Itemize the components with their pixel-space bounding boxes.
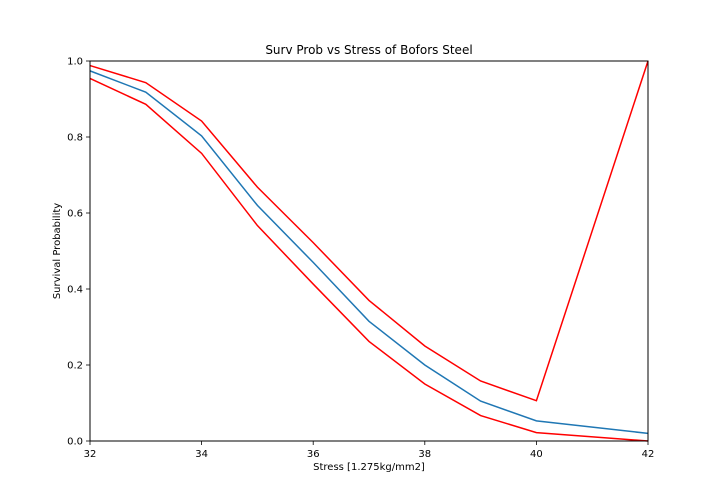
y-tick-label: 0.0 — [67, 437, 83, 448]
series-line-3 — [89, 77, 649, 442]
y-tick-label: 0.2 — [67, 361, 83, 372]
x-tick-label: 36 — [307, 449, 320, 460]
x-axis-label: Stress [1.275kg/mm2] — [313, 462, 425, 473]
y-axis-ticks: 0.0 0.2 0.4 0.6 0.8 1.0 — [67, 57, 90, 448]
series-line-2 — [89, 60, 649, 402]
y-axis-label: Survival Probability — [52, 203, 63, 299]
x-tick-label: 32 — [84, 449, 97, 460]
chart-title: Surv Prob vs Stress of Bofors Steel — [265, 43, 472, 57]
y-tick-label: 1.0 — [67, 57, 83, 68]
x-axis-ticks: 32 34 36 38 40 42 — [84, 441, 655, 460]
x-tick-label: 42 — [642, 449, 655, 460]
series-line-1 — [89, 70, 649, 435]
series-layer — [89, 60, 649, 442]
x-tick-label: 38 — [418, 449, 431, 460]
x-tick-label: 34 — [195, 449, 208, 460]
y-tick-label: 0.6 — [67, 209, 83, 220]
x-tick-label: 40 — [530, 449, 543, 460]
y-tick-label: 0.4 — [67, 285, 83, 296]
plot-frame — [89, 60, 649, 442]
y-tick-label: 0.8 — [67, 133, 83, 144]
